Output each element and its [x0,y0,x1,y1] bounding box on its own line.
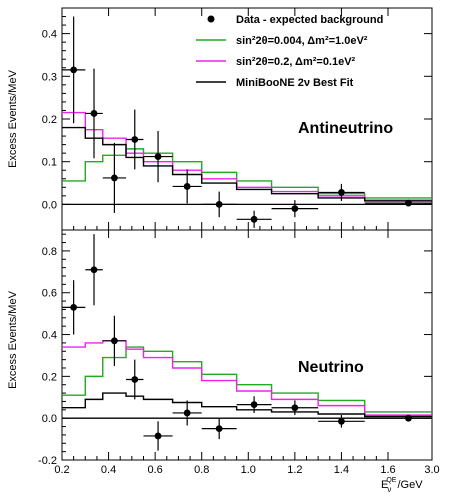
x-axis-label-sup: QE [386,477,396,484]
neutrino-x-tick-label: 1.0 [241,464,256,476]
neutrino-data-point [405,414,412,422]
neutrino-data-point [250,401,258,408]
neutrino-data-point [110,337,118,345]
antineutrino-y-tick-label: 0.2 [42,114,57,126]
neutrino-y-tick-label: 0.0 [42,413,57,425]
neutrino-y-tick-label: 0.4 [42,330,57,342]
neutrino-data-point [154,432,162,440]
legend-entry-label: sin²2θ=0.004, Δm²=1.0eV² [236,35,368,47]
neutrino-data-point [291,404,299,412]
antineutrino-x-ticks [61,8,433,230]
antineutrino-y-tick-label: 0.3 [42,71,57,83]
antineutrino-data-point [110,174,118,182]
legend-entry-label: sin²2θ=0.2, Δm²=0.1eV² [236,56,356,68]
antineutrino-data-point [154,153,162,160]
neutrino-x-ticks: 0.2 0.4 0.6 0.8 1.0 1.2 1.4 1.6 3.0 [54,230,440,476]
neutrino-y-tick-label: -0.2 [38,455,57,467]
neutrino-x-tick-label: 3.0 [424,464,439,476]
antineutrino-data-point [405,199,412,207]
neutrino-y-tick-label: 0.6 [42,288,57,300]
neutrino-y-axis-label: Excess Events/MeV [7,290,19,388]
antineutrino-data-point [90,110,98,117]
antineutrino-data-point [291,205,299,213]
antineutrino-y-ticks: 0.0 0.1 0.2 0.3 0.4 [42,16,432,211]
neutrino-x-tick-label: 1.2 [287,464,302,476]
antineutrino-data-point [70,66,78,74]
neutrino-x-tick-label: 0.2 [54,464,69,476]
legend-marker-dot [207,15,215,23]
antineutrino-panel: 0.0 0.1 0.2 0.3 0.4 Excess Events/MeV Antine… [7,7,433,231]
antineutrino-step-curve [62,148,432,199]
x-axis-label-sub: ν [387,485,391,494]
neutrino-x-tick-label: 1.6 [380,464,395,476]
neutrino-data-points [62,234,432,451]
antineutrino-data-point [215,200,223,208]
antineutrino-panel-label: Antineutrino [298,120,393,137]
neutrino-data-point [131,376,139,383]
neutrino-y-tick-label: 0.2 [42,371,57,383]
antineutrino-y-tick-label: 0.4 [42,29,57,41]
antineutrino-data-point [183,183,191,190]
x-axis-label-tail: /GeV [397,479,423,491]
antineutrino-data-point [250,215,258,223]
neutrino-data-point [183,409,191,417]
x-axis-label-main: E [381,479,388,491]
legend: Data - expected background sin²2θ=0.004, … [196,14,383,89]
antineutrino-y-axis-label: Excess Events/MeV [7,69,19,167]
neutrino-x-tick-label: 0.4 [101,464,116,476]
antineutrino-data-point [131,136,139,143]
legend-entry-label: MiniBooNE 2ν Best Fit [236,77,354,89]
neutrino-data-point [70,303,78,311]
neutrino-data-point [338,417,345,425]
antineutrino-y-tick-label: 0.0 [42,199,57,211]
neutrino-y-ticks: -0.2 0.0 0.2 0.4 0.6 0.8 [38,233,432,467]
neutrino-panel-label: Neutrino [298,359,364,376]
neutrino-x-tick-label: 0.8 [194,464,209,476]
legend-entry-label: Data - expected background [236,14,383,26]
neutrino-data-point [215,425,223,433]
antineutrino-data-points [62,16,432,228]
antineutrino-data-point [338,189,345,196]
neutrino-x-tick-label: 0.6 [147,464,162,476]
neutrino-plot-frame [61,229,433,461]
neutrino-step-curve [62,340,432,416]
neutrino-y-tick-label: 0.8 [42,246,57,258]
antineutrino-y-tick-label: 0.1 [42,157,57,169]
neutrino-panel: -0.2 0.0 0.2 0.4 0.6 0.8 0.2 0.4 0.6 0.8 1.0 1.2 1.… [7,229,440,494]
neutrino-x-tick-label: 1.4 [334,464,349,476]
neutrino-step-curve [62,346,432,413]
neutrino-data-point [90,266,98,274]
x-axis-label: EνQE/GeV [381,477,423,494]
